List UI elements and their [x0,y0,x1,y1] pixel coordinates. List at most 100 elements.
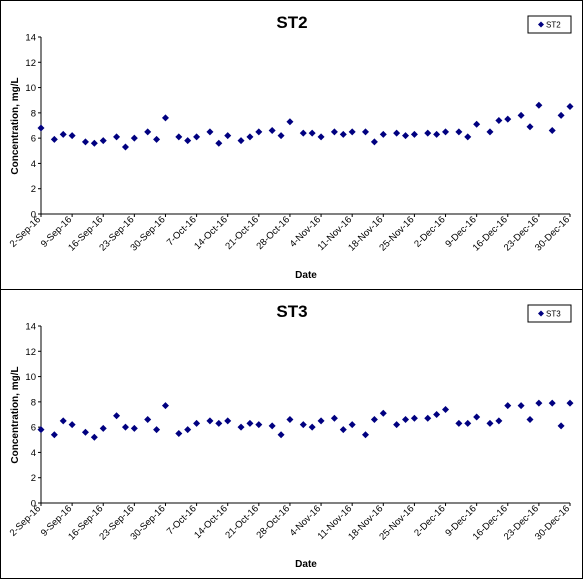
data-point [215,139,223,147]
data-point [393,421,401,429]
data-point [442,405,450,413]
chart-st3: ST3024681012142-Sep-169-Sep-1616-Sep-162… [8,302,574,570]
data-point [370,138,378,146]
data-point [215,419,223,427]
data-point [548,399,556,407]
data-point [362,128,370,136]
data-point [286,416,294,424]
data-point [206,128,214,136]
data-point [535,101,543,109]
data-point [486,128,494,136]
chart-title: ST2 [276,13,307,32]
data-point [121,423,129,431]
data-point [90,139,98,147]
data-point [557,422,565,430]
y-tick-label: 8 [31,108,36,119]
data-point [442,128,450,136]
data-point [193,419,201,427]
data-point [50,431,58,439]
data-point [433,411,441,418]
chart-panel-st3: ST3 0 2 4 6 8 10 12 14 2-Sep-16 9-Sep-16 16-Sep-16 2… [0,289,583,579]
data-point [224,132,232,140]
data-point [464,133,472,141]
data-point [237,137,245,145]
data-point [277,431,285,439]
data-point [144,416,152,424]
y-tick-label: 2 [31,473,36,484]
data-point [308,129,316,137]
data-point [246,133,254,141]
y-tick-label: 14 [25,322,36,333]
legend-label: ST3 [546,310,561,319]
data-point [90,433,98,441]
data-point [473,120,481,128]
data-point [59,130,67,138]
y-tick-label: 14 [25,33,36,44]
data-point [99,137,107,145]
data-point [153,426,161,434]
y-tick-label: 4 [31,159,36,170]
data-point [517,111,525,119]
x-tick-label: 28-Oct-16 [254,503,292,541]
data-point [175,429,183,437]
data-point [130,134,138,142]
data-point [379,409,387,417]
data-point [255,128,263,136]
data-point [268,127,276,135]
data-point [535,399,543,407]
data-point [68,421,76,429]
data-point [268,422,276,430]
data-point [339,130,347,138]
data-point [81,138,89,146]
x-axis-title: Date [295,559,317,570]
data-point [299,129,307,137]
data-point [495,116,503,124]
data-point [161,402,169,410]
chart-st2: ST2024681012142-Sep-169-Sep-1616-Sep-162… [8,13,574,281]
data-point [81,428,89,436]
data-point [379,130,387,138]
data-point [50,135,58,143]
data-point [526,123,534,131]
legend-marker [538,21,544,28]
y-tick-label: 10 [25,83,36,94]
data-point [184,137,192,145]
data-point [464,419,472,427]
y-tick-label: 2 [31,184,36,195]
y-tick-label: 6 [31,134,36,145]
y-tick-label: 12 [25,347,36,358]
data-point [130,424,138,432]
y-axis-title: Concentration, mg/L [10,77,21,174]
data-point [317,417,325,425]
data-point [402,416,410,424]
data-point [246,419,254,427]
legend-box [527,304,572,323]
data-point [224,417,232,425]
chart-panel-st2: ST2 0 2 4 6 8 10 12 14 2-Sep-16 9-Sep-16 16-Sep-16 2… [0,0,583,290]
data-point [348,128,356,136]
y-tick-label: 8 [31,397,36,408]
data-point [206,417,214,425]
data-point [277,132,285,140]
data-point [144,128,152,136]
legend: ST2 [527,15,572,34]
y-tick-label: 10 [25,372,36,383]
legend-label: ST2 [546,21,561,30]
data-point [486,419,494,427]
y-axis-title: Concentration, mg/L [10,366,21,463]
data-point [566,103,574,111]
data-point [526,416,534,424]
data-point [37,124,45,132]
data-point [455,419,463,427]
data-point [410,130,418,138]
chart-title: ST3 [276,302,307,321]
data-point [184,426,192,434]
data-point [113,412,121,420]
data-point [99,424,107,432]
data-point [308,423,316,431]
data-point [566,399,574,407]
x-tick-label: 2-Dec-16 [412,503,447,538]
data-point [68,132,76,140]
data-point [473,413,481,421]
data-point [455,128,463,136]
